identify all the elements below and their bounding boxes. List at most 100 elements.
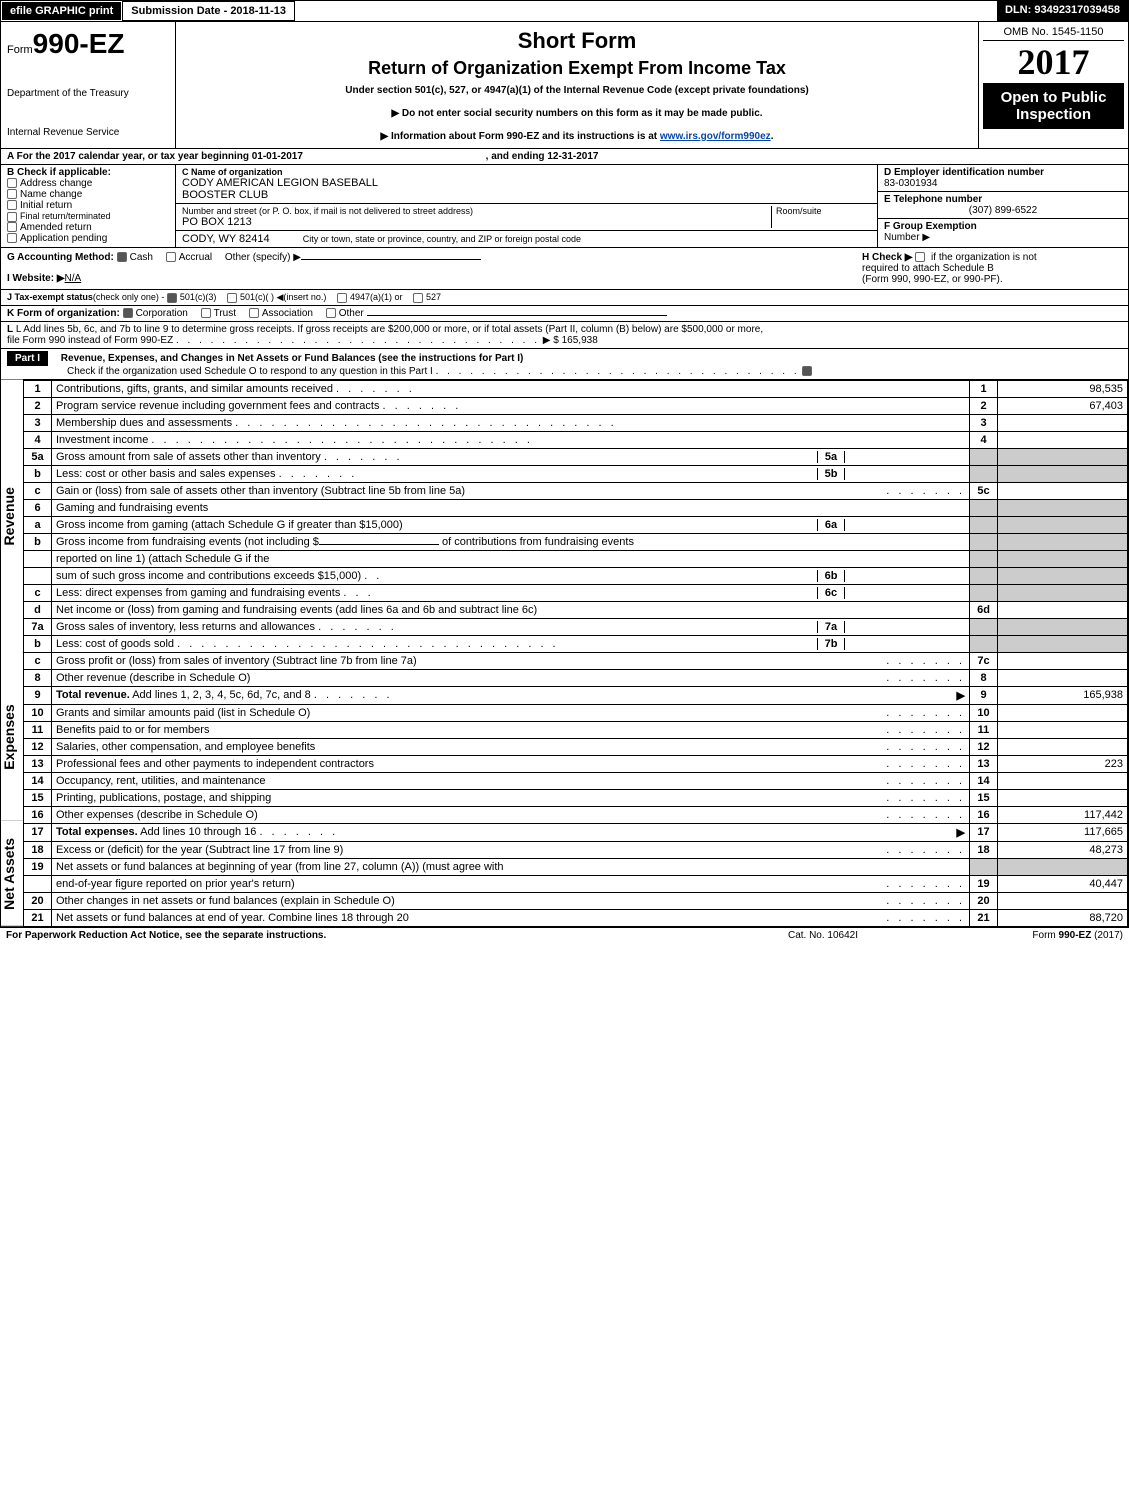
box-d-label: D Employer identification number — [884, 167, 1122, 178]
chk-final-return[interactable] — [7, 212, 17, 222]
lbl-4947: 4947(a)(1) or — [350, 292, 403, 302]
chk-application-pending[interactable] — [7, 233, 17, 243]
chk-schedule-o-part-i[interactable] — [802, 366, 812, 376]
efile-print-button[interactable]: efile GRAPHIC print — [1, 1, 122, 21]
line-l: L L Add lines 5b, 6c, and 7b to line 9 t… — [0, 322, 1129, 349]
row-18: 18Excess or (deficit) for the year (Subt… — [24, 842, 1128, 859]
part-i-grid: Revenue Expenses Net Assets 1Contributio… — [0, 380, 1129, 928]
dept-treasury: Department of the Treasury — [7, 88, 169, 99]
chk-corporation[interactable] — [123, 308, 133, 318]
row-5c: cGain or (loss) from sale of assets othe… — [24, 483, 1128, 500]
line-l-text2: file Form 990 instead of Form 990-EZ — [7, 335, 173, 346]
chk-accrual[interactable] — [166, 252, 176, 262]
addr-label: Number and street (or P. O. box, if mail… — [182, 206, 771, 216]
footer-right: Form 990-EZ (2017) — [923, 930, 1123, 941]
row-12: 12Salaries, other compensation, and empl… — [24, 739, 1128, 756]
chk-trust[interactable] — [201, 308, 211, 318]
lbl-name-change: Name change — [20, 189, 82, 200]
row-6b-3: sum of such gross income and contributio… — [24, 568, 1128, 585]
website: N/A — [65, 273, 82, 284]
desc-18: Excess or (deficit) for the year (Subtra… — [56, 844, 343, 856]
val-18: 48,273 — [998, 842, 1128, 859]
desc-13: Professional fees and other payments to … — [56, 758, 374, 770]
row-6d: dNet income or (loss) from gaming and fu… — [24, 602, 1128, 619]
lbl-corporation: Corporation — [136, 308, 188, 319]
chk-other-org[interactable] — [326, 308, 336, 318]
row-11: 11Benefits paid to or for members . . . … — [24, 722, 1128, 739]
val-19: 40,447 — [998, 876, 1128, 893]
box-c-label: C Name of organization — [182, 167, 871, 177]
desc-12: Salaries, other compensation, and employ… — [56, 741, 315, 753]
form-prefix: Form — [7, 44, 33, 56]
desc-6a: Gross income from gaming (attach Schedul… — [56, 519, 403, 531]
note2-post: . — [771, 131, 774, 142]
line-l-text: L Add lines 5b, 6c, and 7b to line 9 to … — [16, 324, 763, 335]
row-6: 6Gaming and fundraising events — [24, 500, 1128, 517]
val-2: 67,403 — [998, 398, 1128, 415]
row-2: 2Program service revenue including gover… — [24, 398, 1128, 415]
chk-name-change[interactable] — [7, 189, 17, 199]
org-address: PO BOX 1213 — [182, 216, 771, 228]
line-a-end: , and ending 12-31-2017 — [486, 151, 599, 162]
footer-left: For Paperwork Reduction Act Notice, see … — [6, 930, 723, 941]
desc-15: Printing, publications, postage, and shi… — [56, 792, 271, 804]
desc-16: Other expenses (describe in Schedule O) — [56, 809, 258, 821]
org-city: CODY, WY 82414 — [182, 233, 270, 245]
desc-21: Net assets or fund balances at end of ye… — [56, 912, 409, 924]
note2-pre: ▶ Information about Form 990-EZ and its … — [381, 131, 660, 142]
desc-5c: Gain or (loss) from sale of assets other… — [56, 485, 465, 497]
chk-initial-return[interactable] — [7, 200, 17, 210]
dept-irs: Internal Revenue Service — [7, 127, 169, 138]
form-number: 990-EZ — [33, 28, 125, 59]
desc-6b-2: reported on line 1) (attach Schedule G i… — [52, 551, 970, 568]
row-21: 21Net assets or fund balances at end of … — [24, 910, 1128, 927]
row-6a: a Gross income from gaming (attach Sched… — [24, 517, 1128, 534]
form-title-2: Return of Organization Exempt From Incom… — [182, 58, 972, 79]
row-19b: end-of-year figure reported on prior yea… — [24, 876, 1128, 893]
lbl-cash: Cash — [130, 252, 153, 263]
box-b: B Check if applicable: Address change Na… — [1, 165, 176, 247]
row-1: 1Contributions, gifts, grants, and simil… — [24, 381, 1128, 398]
page-footer: For Paperwork Reduction Act Notice, see … — [0, 928, 1129, 943]
box-e-label: E Telephone number — [884, 194, 1122, 205]
lbl-501c: 501(c)( ) — [240, 292, 274, 302]
chk-schedule-b[interactable] — [915, 252, 925, 262]
line-k: K Form of organization: Corporation Trus… — [0, 306, 1129, 322]
lbl-insert-no: ◀(insert no.) — [276, 292, 326, 302]
chk-amended-return[interactable] — [7, 222, 17, 232]
desc-8: Other revenue (describe in Schedule O) — [56, 672, 250, 684]
chk-association[interactable] — [249, 308, 259, 318]
desc-19: Net assets or fund balances at beginning… — [52, 859, 970, 876]
line-h-t3: (Form 990, 990-EZ, or 990-PF). — [862, 274, 1003, 285]
desc-9-bold: Total revenue. — [56, 689, 130, 701]
chk-527[interactable] — [413, 293, 423, 303]
chk-4947[interactable] — [337, 293, 347, 303]
chk-501c3[interactable] — [167, 293, 177, 303]
val-13: 223 — [998, 756, 1128, 773]
row-13: 13Professional fees and other payments t… — [24, 756, 1128, 773]
ein: 83-0301934 — [884, 178, 1122, 189]
row-3: 3Membership dues and assessments . . . .… — [24, 415, 1128, 432]
lbl-527: 527 — [426, 292, 441, 302]
lbl-other-org: Other — [339, 308, 364, 319]
row-9: 9Total revenue. Total revenue. Add lines… — [24, 687, 1128, 705]
form-instructions-link[interactable]: www.irs.gov/form990ez — [660, 131, 771, 142]
desc-6: Gaming and fundraising events — [52, 500, 970, 517]
side-expenses: Expenses — [1, 653, 23, 822]
chk-501c[interactable] — [227, 293, 237, 303]
row-19: 19Net assets or fund balances at beginni… — [24, 859, 1128, 876]
box-f-number: Number ▶ — [884, 232, 1122, 243]
open-line-1: Open to Public — [985, 89, 1122, 106]
val-16: 117,442 — [998, 807, 1128, 824]
desc-7a: Gross sales of inventory, less returns a… — [56, 621, 315, 633]
line-j-label: J Tax-exempt status — [7, 292, 93, 302]
chk-address-change[interactable] — [7, 178, 17, 188]
lbl-other-method: Other (specify) ▶ — [225, 252, 301, 263]
line-gh: G Accounting Method: Cash Accrual Other … — [0, 248, 1129, 290]
lbl-initial-return: Initial return — [20, 200, 72, 211]
line-a-label: A For the 2017 calendar year, or tax yea… — [7, 151, 303, 162]
row-16: 16Other expenses (describe in Schedule O… — [24, 807, 1128, 824]
lines-table: 1Contributions, gifts, grants, and simil… — [23, 380, 1128, 927]
box-c: C Name of organization CODY AMERICAN LEG… — [176, 165, 878, 247]
chk-cash[interactable] — [117, 252, 127, 262]
